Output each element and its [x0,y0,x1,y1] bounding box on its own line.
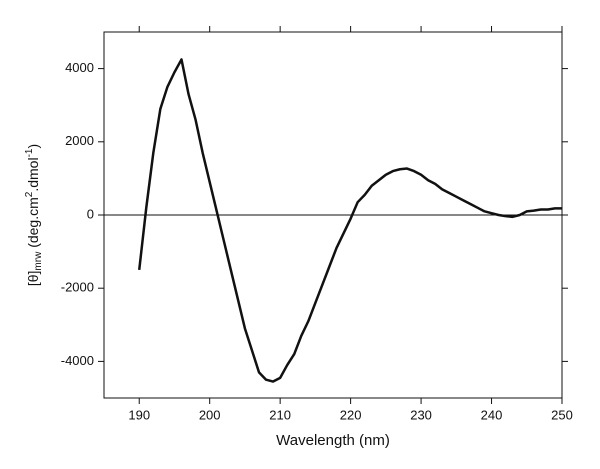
x-axis-label: Wavelength (nm) [276,432,390,449]
x-tick-label: 200 [199,407,221,422]
x-tick-label: 250 [551,407,573,422]
x-tick-label: 240 [481,407,503,422]
y-tick-label: 0 [87,206,94,221]
x-tick-label: 190 [128,407,150,422]
y-tick-label: 4000 [65,60,94,75]
x-tick-label: 230 [410,407,432,422]
data-line [137,58,562,383]
y-tick-label: -4000 [61,353,94,368]
y-axis-label: [θ]mrw (deg.cm2.dmol-1) [24,144,44,286]
x-tick-label: 220 [340,407,362,422]
y-tick-label: 2000 [65,133,94,148]
y-tick-label: -2000 [61,280,94,295]
x-tick-label: 210 [269,407,291,422]
